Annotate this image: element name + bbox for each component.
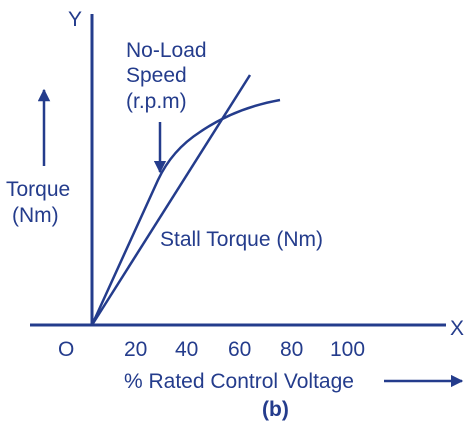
x-tick-label: 40 (175, 338, 198, 361)
x-tick-label: 80 (280, 338, 303, 361)
x-tick-label: 20 (124, 338, 147, 361)
speed-label: Speed (126, 64, 187, 87)
x-axis-title: % Rated Control Voltage (124, 370, 354, 393)
x-tick-label: 100 (330, 338, 365, 361)
y-axis-title: (Nm) (12, 204, 59, 227)
speed-label: No-Load (126, 39, 207, 62)
speed-curve (90, 98, 281, 326)
x-axis-name: X (450, 317, 464, 340)
torque-label: Stall Torque (Nm) (160, 228, 323, 251)
speed-label: (r.p.m) (126, 90, 187, 113)
torque-line (90, 74, 252, 326)
x-tick-label: 60 (228, 338, 251, 361)
y-axis-name: Y (68, 8, 82, 31)
caption: (b) (262, 398, 289, 421)
origin-label: O (58, 338, 74, 361)
y-axis-title: Torque (6, 178, 70, 201)
